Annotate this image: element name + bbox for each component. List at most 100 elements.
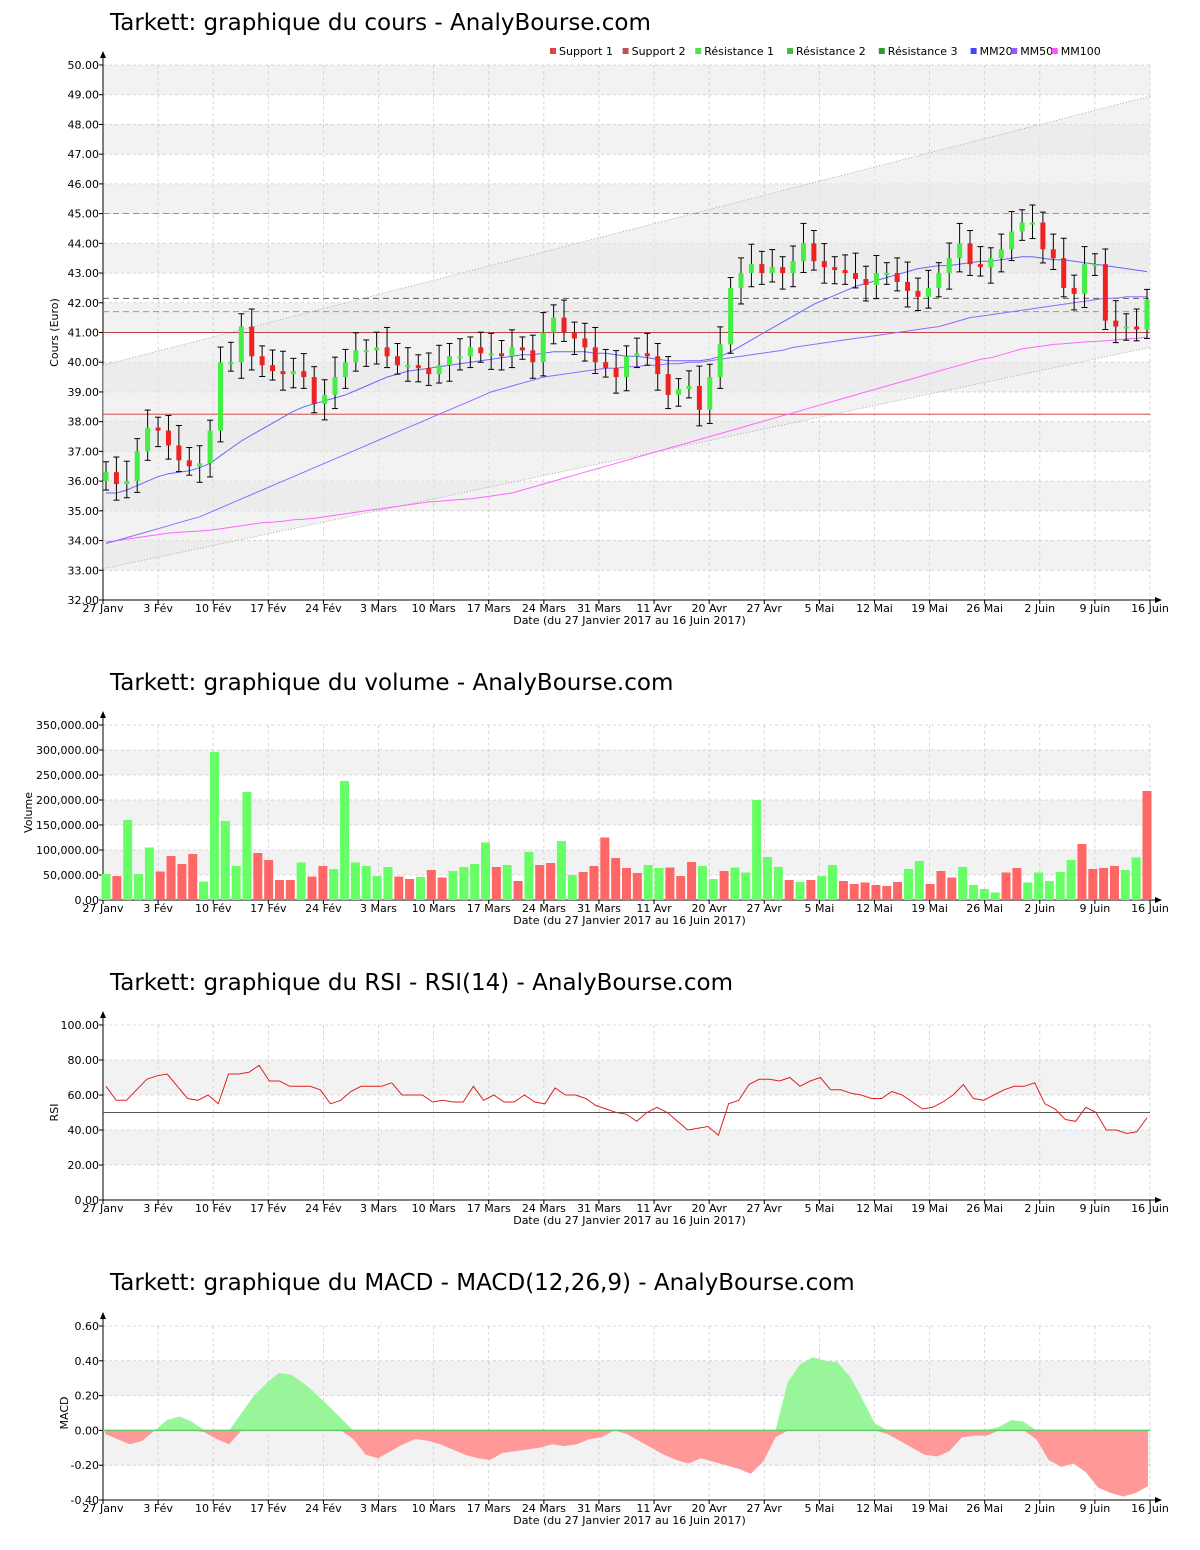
x-tick-label: 9 Juin — [1080, 1202, 1111, 1215]
x-tick-label: 16 Juin — [1131, 1202, 1169, 1215]
candle-body — [499, 353, 505, 357]
candle-body — [936, 273, 942, 288]
volume-bar — [784, 880, 794, 900]
x-tick-label: 16 Juin — [1131, 602, 1169, 615]
volume-bar — [1055, 872, 1065, 900]
candle-body — [186, 460, 192, 467]
x-tick-label: 26 Mai — [966, 1202, 1003, 1215]
candle-body — [301, 371, 307, 378]
candle-body — [988, 258, 994, 268]
candle-body — [717, 344, 723, 378]
volume-bar — [253, 853, 263, 900]
x-tick-label: 5 Mai — [804, 902, 834, 915]
y-axis-arrow — [100, 711, 106, 718]
candle-body — [113, 472, 119, 485]
candle-body — [873, 273, 879, 285]
candle-body — [509, 347, 515, 357]
legend-swatch — [622, 48, 629, 54]
volume-bar — [1034, 872, 1044, 900]
volume-bar — [405, 879, 415, 900]
candle-body — [842, 270, 848, 274]
x-tick-label: 19 Mai — [911, 1502, 948, 1515]
candle-body — [155, 427, 161, 431]
volume-bar — [719, 871, 729, 900]
candle-body — [332, 377, 338, 395]
y-axis-arrow — [100, 1312, 106, 1319]
x-tick-label: 10 Fév — [195, 602, 232, 615]
x-axis-arrow — [1155, 1197, 1162, 1203]
candle-body — [790, 261, 796, 274]
candle-body — [1082, 264, 1088, 294]
grid-band — [103, 65, 1150, 95]
volume-bar — [502, 865, 512, 900]
volume-bar — [481, 842, 491, 900]
legend-swatch — [970, 48, 977, 54]
y-tick-label: 60.00 — [68, 1089, 100, 1102]
y-tick-label: 0.40 — [75, 1355, 100, 1368]
volume-bar — [448, 871, 458, 900]
candle-body — [686, 386, 692, 389]
macd-chart-title: Tarkett: graphique du MACD - MACD(12,26,… — [110, 1270, 855, 1296]
x-tick-label: 31 Mars — [577, 902, 621, 915]
x-tick-label: 10 Fév — [195, 902, 232, 915]
candle-body — [613, 368, 619, 378]
y-tick-label: 150,000.00 — [36, 819, 99, 832]
x-axis-label: Date (du 27 Janvier 2017 au 16 Juin 2017… — [513, 914, 746, 927]
macd-chart: Tarkett: graphique du MACD - MACD(12,26,… — [0, 1260, 1200, 1545]
candle-body — [811, 243, 817, 262]
x-tick-label: 24 Fév — [305, 1502, 342, 1515]
x-tick-label: 2 Juin — [1024, 1202, 1055, 1215]
x-tick-label: 27 Janv — [83, 1502, 124, 1515]
candle-body — [853, 273, 859, 279]
volume-bar — [1001, 872, 1011, 900]
candle-body — [894, 273, 900, 282]
volume-bar — [415, 877, 425, 900]
macd-positive-area — [105, 1357, 1148, 1431]
y-tick-label: 47.00 — [68, 148, 100, 161]
x-tick-label: 26 Mai — [966, 1502, 1003, 1515]
x-tick-label: 11 Avr — [636, 1202, 672, 1215]
volume-bar — [155, 871, 165, 900]
legend-label: MM20 — [980, 45, 1013, 58]
x-axis-label: Date (du 27 Janvier 2017 au 16 Juin 2017… — [513, 1514, 746, 1527]
candle-body — [1019, 222, 1025, 232]
volume-bar — [1131, 857, 1141, 900]
x-axis-arrow — [1155, 897, 1162, 903]
volume-bar — [470, 864, 480, 900]
grid-band — [103, 750, 1150, 775]
y-tick-label: 48.00 — [68, 118, 100, 131]
volume-bar — [296, 862, 306, 900]
x-tick-label: 12 Mai — [856, 1502, 893, 1515]
x-tick-label: 10 Mars — [412, 602, 456, 615]
legend-label: Résistance 1 — [704, 45, 774, 58]
candle-body — [197, 463, 203, 467]
volume-bar — [589, 866, 599, 900]
candle-body — [145, 427, 151, 452]
candle-body — [676, 388, 682, 395]
x-tick-label: 16 Juin — [1131, 902, 1169, 915]
volume-bar — [329, 869, 339, 900]
volume-bar — [643, 865, 653, 900]
candle-body — [103, 472, 109, 482]
candle-body — [592, 347, 598, 363]
candle-body — [738, 273, 744, 288]
candle-body — [1040, 222, 1046, 250]
candle-body — [665, 374, 671, 395]
x-tick-label: 27 Janv — [83, 602, 124, 615]
candle-body — [228, 362, 234, 365]
x-tick-label: 20 Avr — [691, 1502, 727, 1515]
volume-bar — [665, 867, 675, 900]
x-tick-label: 17 Mars — [467, 1202, 511, 1215]
macd-chart-svg: -0.40 -0.20 0.00 0.20 0.40 0.60 27 Janv 3 Fév 10… — [58, 1312, 1169, 1527]
volume-bar — [795, 882, 805, 900]
candle-body — [290, 371, 296, 375]
rsi-chart-svg: 0.00 20.00 40.00 60.00 80.00 100.00 27 Janv 3 F… — [48, 1011, 1169, 1227]
candle-body — [759, 264, 765, 274]
volume-bar — [838, 881, 848, 900]
volume-bar — [893, 882, 903, 900]
rsi-chart: Tarkett: graphique du RSI - RSI(14) - An… — [0, 960, 1200, 1240]
candle-body — [436, 365, 442, 375]
x-tick-label: 3 Fév — [143, 602, 173, 615]
y-tick-label: 100.00 — [61, 1019, 100, 1032]
candle-body — [447, 356, 453, 366]
